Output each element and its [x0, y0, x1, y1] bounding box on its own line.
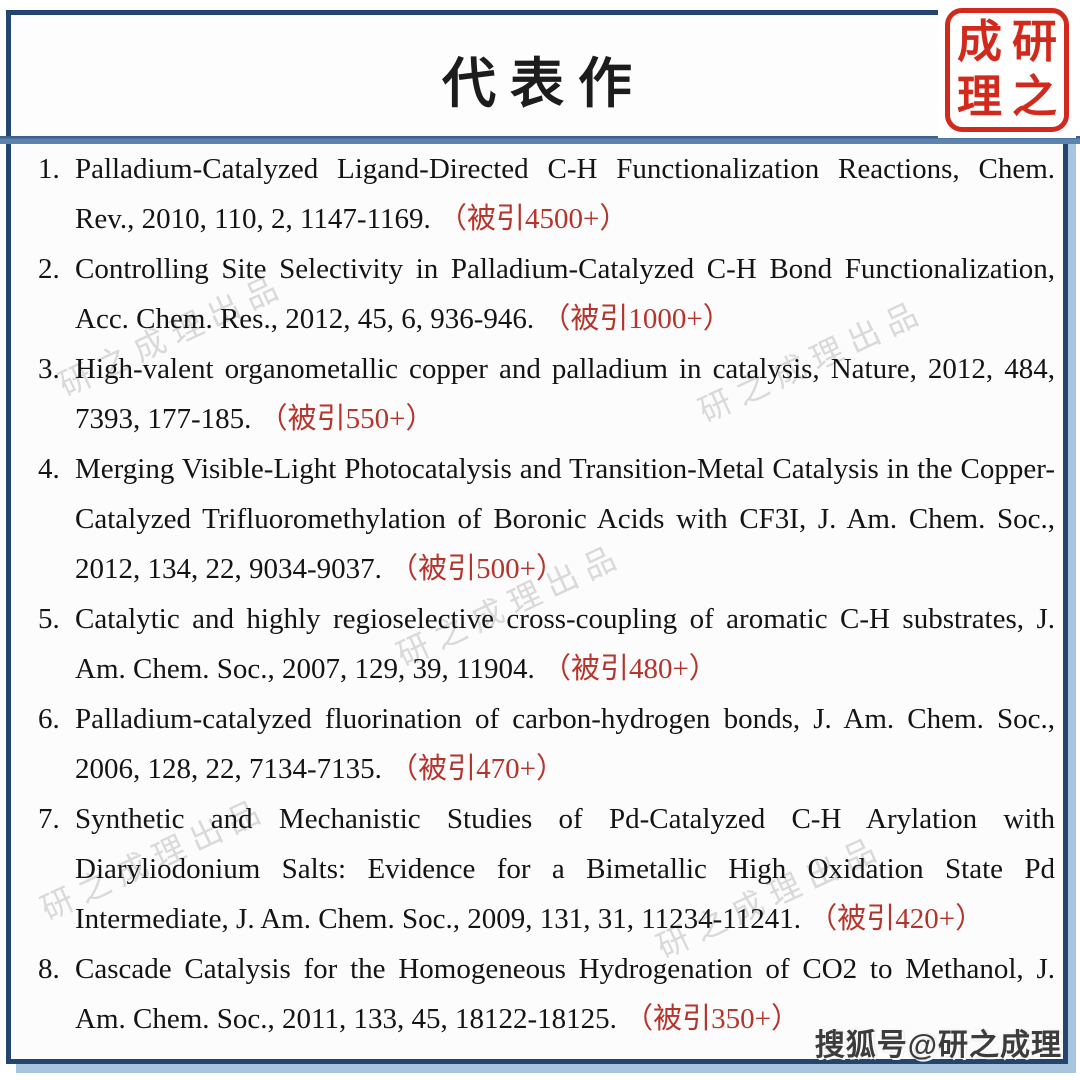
- publication-list: 1. Palladium-Catalyzed Ligand-Directed C-…: [11, 141, 1063, 1044]
- brand-seal: 成 研 理 之: [938, 2, 1076, 138]
- seal-character: 研: [1011, 17, 1057, 67]
- item-number: 1.: [38, 153, 60, 185]
- item-citation: （被引480+）: [541, 653, 718, 685]
- seal-character: 成: [956, 17, 1002, 67]
- publication-item: 2. Controlling Site Selectivity in Pallad…: [38, 244, 1055, 344]
- item-number: 6.: [38, 703, 60, 735]
- publication-item: 1. Palladium-Catalyzed Ligand-Directed C-…: [38, 144, 1055, 244]
- item-text: Palladium-catalyzed fluorination of carb…: [75, 703, 1055, 785]
- item-number: 2.: [38, 253, 60, 285]
- item-text: Controlling Site Selectivity in Palladiu…: [75, 253, 1055, 335]
- item-citation: （被引550+）: [258, 403, 435, 435]
- item-citation: （被引4500+）: [438, 203, 629, 235]
- item-citation: （被引420+）: [808, 903, 985, 935]
- publication-item: 7. Synthetic and Mechanistic Studies of P…: [38, 794, 1055, 944]
- sohu-watermark: 搜狐号@研之成理: [814, 1029, 1062, 1062]
- publication-item: 6. Palladium-catalyzed fluorination of ca…: [38, 694, 1055, 794]
- item-number: 4.: [38, 453, 60, 485]
- item-text: Synthetic and Mechanistic Studies of Pd-…: [75, 803, 1055, 935]
- seal-border: 成 研 理 之: [945, 8, 1069, 132]
- item-text: Cascade Catalysis for the Homogeneous Hy…: [75, 953, 1055, 1035]
- publication-item: 4. Merging Visible-Light Photocatalysis a…: [38, 444, 1055, 594]
- item-number: 3.: [38, 353, 60, 385]
- document-frame: 代表作 1. Palladium-Catalyzed Ligand-Directe…: [6, 10, 1068, 1064]
- page-title: 代表作: [442, 53, 646, 114]
- item-text: Palladium-Catalyzed Ligand-Directed C-H …: [75, 153, 1055, 235]
- item-number: 8.: [38, 953, 60, 985]
- publication-item: 3. High-valent organometallic copper and …: [38, 344, 1055, 444]
- seal-character: 理: [956, 72, 1002, 122]
- item-citation: （被引1000+）: [541, 303, 732, 335]
- publication-item: 8. Cascade Catalysis for the Homogeneous …: [38, 944, 1055, 1044]
- publication-item: 5. Catalytic and highly regioselective cr…: [38, 594, 1055, 694]
- item-citation: （被引350+）: [624, 1003, 800, 1035]
- item-number: 7.: [38, 803, 60, 835]
- item-number: 5.: [38, 603, 60, 635]
- header-divider: [0, 136, 1080, 144]
- item-text: High-valent organometallic copper and pa…: [75, 353, 1055, 435]
- item-citation: （被引500+）: [389, 553, 566, 585]
- item-text: Catalytic and highly regioselective cros…: [75, 603, 1055, 685]
- seal-character: 之: [1011, 72, 1057, 122]
- item-citation: （被引470+）: [389, 753, 566, 785]
- header: 代表作: [11, 15, 1063, 141]
- item-text: Merging Visible-Light Photocatalysis and…: [75, 453, 1055, 585]
